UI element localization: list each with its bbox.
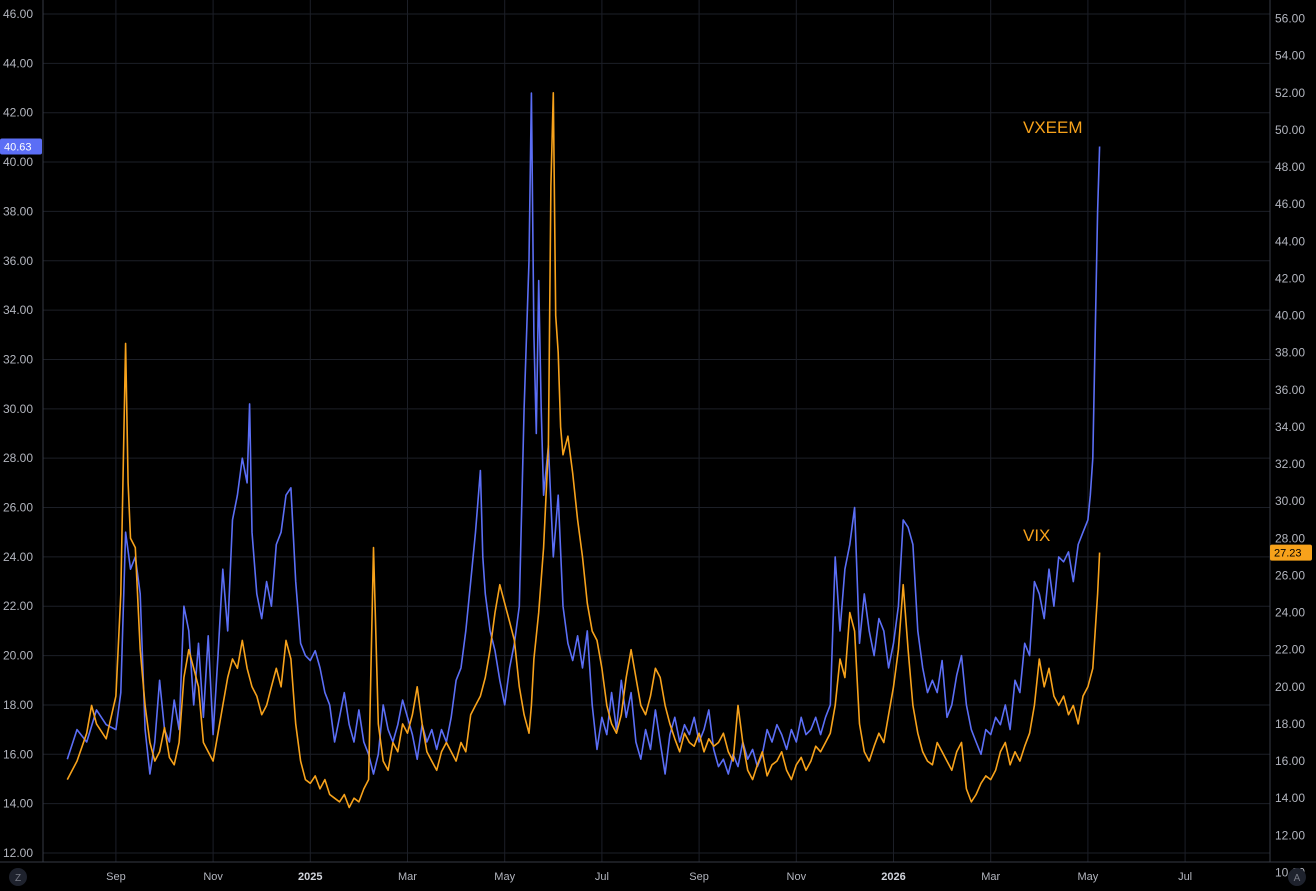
left-tick-label: 30.00 [3,402,33,416]
left-axis-ticks: 12.00 14.00 16.00 18.00 20.00 22.00 24.00 26.00… [3,7,33,860]
left-tick-label: 20.00 [3,649,33,663]
right-tick-label: 24.00 [1275,606,1305,620]
time-tick-label: Jul [595,871,609,883]
time-tick-label: Nov [203,871,223,883]
right-tick-label: 18.00 [1275,717,1305,731]
right-tick-label: 44.00 [1275,234,1305,248]
vix-label: VIX [1023,526,1050,545]
time-tick-label: Nov [787,871,807,883]
time-tick-label: Sep [689,871,709,883]
left-tick-label: 40.00 [3,155,33,169]
right-tick-label: 56.00 [1275,12,1305,26]
grid [43,0,1270,862]
time-tick-label: 2025 [298,871,322,883]
auto-scale-button[interactable] [1288,868,1306,886]
right-tick-label: 20.00 [1275,680,1305,694]
timezone-button[interactable] [9,868,27,886]
last-value-badge-vxeem [0,138,42,155]
right-tick-label: 38.00 [1275,346,1305,360]
last-value-badge-vix [1270,544,1312,561]
time-tick-label: Jul [1178,871,1192,883]
time-tick-label: May [494,871,515,883]
right-tick-label: 50.00 [1275,123,1305,137]
vxeem-label: VXEEM [1023,118,1083,137]
left-tick-label: 14.00 [3,797,33,811]
left-tick-label: 36.00 [3,254,33,268]
right-tick-label: 16.00 [1275,754,1305,768]
right-tick-label: 32.00 [1275,457,1305,471]
right-tick-label: 46.00 [1275,197,1305,211]
left-tick-label: 42.00 [3,106,33,120]
right-tick-label: 40.00 [1275,309,1305,323]
auto-scale-button-label: A [1294,873,1301,884]
right-tick-label: 26.00 [1275,568,1305,582]
time-tick-label: Mar [398,871,417,883]
time-tick-label: Mar [981,871,1000,883]
left-tick-label: 32.00 [3,352,33,366]
right-tick-label: 52.00 [1275,86,1305,100]
right-tick-label: 30.00 [1275,494,1305,508]
right-tick-label: 22.00 [1275,643,1305,657]
series-line-vxeem[interactable] [66,92,1101,775]
left-tick-label: 24.00 [3,550,33,564]
left-tick-label: 46.00 [3,7,33,21]
right-tick-label: 14.00 [1275,791,1305,805]
last-value-text-vxeem: 40.63 [4,142,32,154]
left-tick-label: 28.00 [3,451,33,465]
left-tick-label: 26.00 [3,501,33,515]
series-line-vix[interactable] [66,92,1101,809]
right-tick-label: 48.00 [1275,160,1305,174]
last-value-badges: 40.63 27.23 [0,138,1312,561]
series-layer [66,92,1101,809]
right-tick-label: 42.00 [1275,271,1305,285]
left-tick-label: 22.00 [3,599,33,613]
left-tick-label: 12.00 [3,846,33,860]
right-tick-label: 28.00 [1275,531,1305,545]
time-axis-ticks: Sep Nov 2025 Mar May Jul Sep Nov 2026 Mar May Jul [106,871,1192,883]
right-tick-label: 34.00 [1275,420,1305,434]
timezone-button-label: Z [15,873,21,884]
time-tick-label: 2026 [881,871,905,883]
last-value-text-vix: 27.23 [1274,548,1302,560]
left-tick-label: 18.00 [3,698,33,712]
right-tick-label: 12.00 [1275,828,1305,842]
left-tick-label: 34.00 [3,303,33,317]
right-tick-label: 36.00 [1275,383,1305,397]
left-tick-label: 16.00 [3,747,33,761]
right-tick-label: 54.00 [1275,49,1305,63]
left-tick-label: 38.00 [3,204,33,218]
axes [0,0,1316,863]
time-tick-label: Sep [106,871,126,883]
right-axis-ticks: 10.0012.0014.0016.0018.0020.0022.0024.00… [1275,12,1305,880]
left-tick-label: 44.00 [3,56,33,70]
time-tick-label: May [1078,871,1099,883]
